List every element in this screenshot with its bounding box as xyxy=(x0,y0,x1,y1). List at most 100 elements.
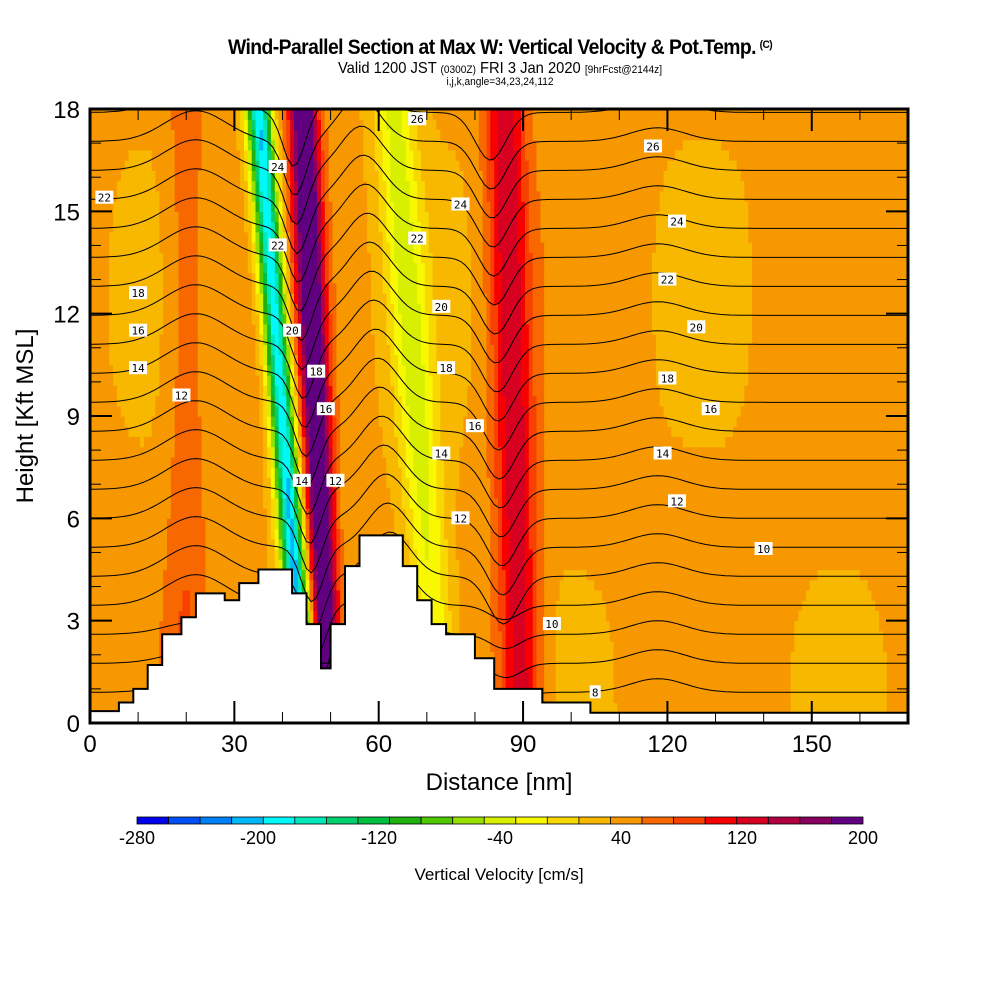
velocity-cell xyxy=(394,416,399,427)
velocity-cell xyxy=(274,293,280,304)
velocity-cell xyxy=(313,477,318,489)
velocity-cell xyxy=(151,180,156,192)
velocity-cell xyxy=(143,467,149,478)
velocity-cell xyxy=(344,252,349,264)
velocity-cell xyxy=(93,139,99,151)
velocity-cell xyxy=(332,221,337,233)
velocity-cell xyxy=(143,303,149,315)
velocity-cell xyxy=(197,129,203,141)
velocity-cell xyxy=(321,323,326,335)
velocity-cell xyxy=(132,354,137,366)
velocity-cell xyxy=(155,201,160,212)
velocity-cell xyxy=(109,354,114,366)
velocity-cell xyxy=(336,231,341,243)
velocity-cell xyxy=(282,149,287,161)
velocity-cell xyxy=(151,436,156,448)
velocity-cell xyxy=(170,252,176,264)
velocity-cell xyxy=(270,477,276,489)
velocity-cell xyxy=(398,467,403,478)
velocity-cell xyxy=(309,559,314,571)
velocity-cell xyxy=(328,231,334,243)
velocity-cell xyxy=(378,149,384,161)
velocity-cell xyxy=(120,538,126,550)
velocity-cell xyxy=(220,426,226,437)
velocity-cell xyxy=(313,395,318,407)
velocity-cell xyxy=(113,497,118,509)
velocity-cell xyxy=(344,405,349,417)
velocity-cell xyxy=(244,323,249,335)
velocity-cell xyxy=(394,354,399,366)
velocity-cell xyxy=(347,242,353,253)
velocity-cell xyxy=(124,334,129,345)
velocity-cell xyxy=(224,303,230,315)
velocity-cell xyxy=(294,497,299,509)
velocity-cell xyxy=(190,283,195,294)
velocity-cell xyxy=(205,313,210,325)
velocity-cell xyxy=(405,170,411,182)
velocity-cell xyxy=(390,344,395,356)
velocity-cell xyxy=(244,477,249,489)
velocity-cell xyxy=(93,436,99,448)
velocity-cell xyxy=(344,518,349,530)
velocity-cell xyxy=(132,630,137,642)
velocity-cell xyxy=(251,354,257,366)
velocity-cell xyxy=(317,395,322,407)
velocity-cell xyxy=(105,293,110,304)
velocity-cell xyxy=(367,344,372,356)
velocity-cell xyxy=(213,129,218,141)
velocity-cell xyxy=(132,508,137,519)
velocity-cell xyxy=(113,416,118,427)
velocity-cell xyxy=(309,190,314,202)
velocity-cell xyxy=(170,160,176,171)
velocity-cell xyxy=(332,211,337,223)
velocity-cell xyxy=(120,467,126,478)
velocity-cell xyxy=(317,211,322,223)
velocity-cell xyxy=(390,303,395,315)
velocity-cell xyxy=(151,313,156,325)
velocity-cell xyxy=(213,426,218,437)
velocity-cell xyxy=(328,600,334,611)
velocity-cell xyxy=(228,426,233,437)
velocity-cell xyxy=(340,375,345,386)
grid-info: i,j,k,angle=34,23,24,112 xyxy=(446,76,554,88)
velocity-cell xyxy=(294,231,299,243)
velocity-cell xyxy=(151,467,156,478)
velocity-cell xyxy=(378,109,384,120)
velocity-cell xyxy=(309,334,314,345)
velocity-cell xyxy=(116,139,122,151)
velocity-cell xyxy=(344,528,349,540)
velocity-cell xyxy=(120,620,126,632)
velocity-cell xyxy=(232,293,237,304)
velocity-cell xyxy=(344,344,349,356)
velocity-cell xyxy=(394,160,399,171)
velocity-cell xyxy=(224,354,230,366)
velocity-cell xyxy=(143,405,149,417)
velocity-cell xyxy=(336,344,341,356)
velocity-cell xyxy=(220,385,226,397)
velocity-cell xyxy=(213,467,218,478)
velocity-cell xyxy=(143,160,149,171)
velocity-cell xyxy=(163,467,168,478)
velocity-cell xyxy=(290,436,295,448)
velocity-cell xyxy=(147,262,153,274)
velocity-cell xyxy=(128,456,133,468)
velocity-cell xyxy=(317,334,322,345)
velocity-cell xyxy=(97,364,103,376)
velocity-cell xyxy=(163,364,168,376)
velocity-cell xyxy=(398,313,403,325)
velocity-cell xyxy=(313,600,318,611)
velocity-cell xyxy=(390,160,395,171)
velocity-cell xyxy=(205,190,210,202)
velocity-cell xyxy=(236,139,241,151)
velocity-cell xyxy=(321,528,326,540)
velocity-cell xyxy=(101,293,106,304)
velocity-cell xyxy=(313,231,318,243)
velocity-cell xyxy=(140,549,145,560)
velocity-cell xyxy=(217,405,222,417)
velocity-cell xyxy=(390,129,395,141)
velocity-cell xyxy=(90,579,95,591)
velocity-cell xyxy=(355,497,360,509)
velocity-cell xyxy=(217,487,222,499)
velocity-cell xyxy=(305,201,310,212)
velocity-cell xyxy=(136,416,141,427)
